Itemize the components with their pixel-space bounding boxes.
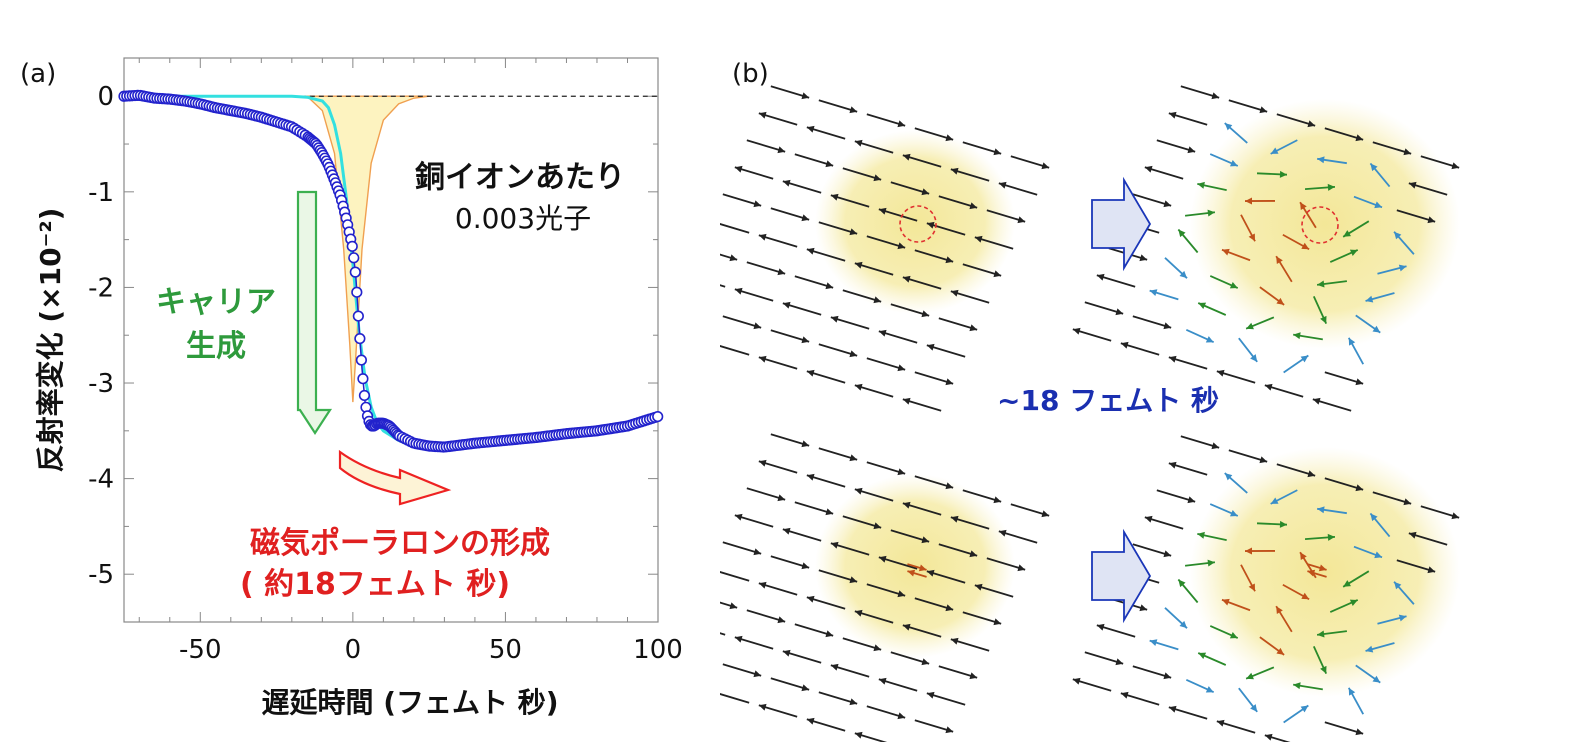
data-point — [653, 412, 663, 422]
glow-top-right — [1190, 99, 1460, 349]
pump-pulse — [307, 96, 429, 402]
data-point — [358, 374, 368, 384]
x-tick-label: -50 — [179, 635, 221, 665]
fit-line-layer — [124, 96, 658, 448]
block-arrow-top — [1092, 180, 1150, 268]
data-point — [354, 311, 364, 321]
spin-arrow — [720, 275, 725, 286]
panel-b: (b) ~18 フェムト 秒 — [720, 0, 1570, 742]
polaron-label-line1: 磁気ポーラロンの形成 — [250, 526, 550, 561]
y-tick-label: 0 — [97, 82, 114, 112]
y-axis-title: 反射率変化 (×10⁻²) — [34, 208, 67, 473]
y-tick-label: -1 — [88, 178, 114, 208]
data-point — [349, 253, 359, 263]
panel-b-label: (b) — [732, 59, 769, 89]
data-markers-layer — [119, 91, 662, 452]
x-tick-label: 100 — [633, 635, 683, 665]
x-axis-title: 遅延時間 (フェムト 秒) — [261, 686, 558, 719]
spin-arrow — [720, 343, 749, 354]
photon-annotation-line2: 0.003光子 — [455, 202, 591, 235]
spin-arrow — [720, 623, 725, 634]
y-tick-label: -5 — [88, 560, 114, 590]
time-label: ~18 フェムト 秒 — [997, 384, 1219, 417]
reflectivity-chart: (a) -50 0 50 100 0 -1 -2 -3 -4 -5 遅延時間 (フェムト 秒) 反… — [0, 0, 700, 742]
carrier-label-line1: キャリア — [156, 285, 276, 320]
polaron-arrow-shape — [340, 452, 448, 504]
carrier-label-line2: 生成 — [186, 329, 246, 364]
data-point — [347, 242, 357, 252]
spin-diagram: (b) ~18 フェムト 秒 — [720, 0, 1570, 742]
y-tick-label: -3 — [88, 369, 114, 399]
spin-arrow — [720, 569, 749, 580]
data-point — [355, 334, 365, 344]
data-point — [350, 267, 360, 277]
spin-arrow — [720, 221, 749, 232]
x-tick-label: 0 — [345, 635, 362, 665]
glow-top-left — [815, 130, 1015, 314]
data-point — [360, 391, 370, 401]
polaron-label-line2: ( 約18フェムト 秒) — [240, 567, 510, 602]
marker-connector — [124, 95, 658, 447]
fit-line — [124, 96, 658, 448]
panel-a-label: (a) — [20, 59, 56, 89]
x-tick-label: 50 — [489, 635, 522, 665]
spin-arrow-head — [1301, 705, 1309, 712]
photon-annotation-line1: 銅イオンあたり — [415, 160, 625, 195]
glow-bottom-right — [1190, 447, 1460, 697]
spin-arrow-head — [1301, 355, 1309, 362]
y-tick-label: -2 — [88, 273, 114, 303]
data-point — [352, 287, 362, 297]
carrier-arrow-shape — [298, 192, 330, 433]
pump-pulse-layer — [307, 96, 429, 402]
spin-arrow — [720, 691, 749, 702]
y-tick-label: -4 — [88, 465, 114, 495]
data-point — [357, 355, 367, 365]
panel-a: (a) -50 0 50 100 0 -1 -2 -3 -4 -5 遅延時間 (フェムト 秒) 反… — [0, 0, 700, 742]
